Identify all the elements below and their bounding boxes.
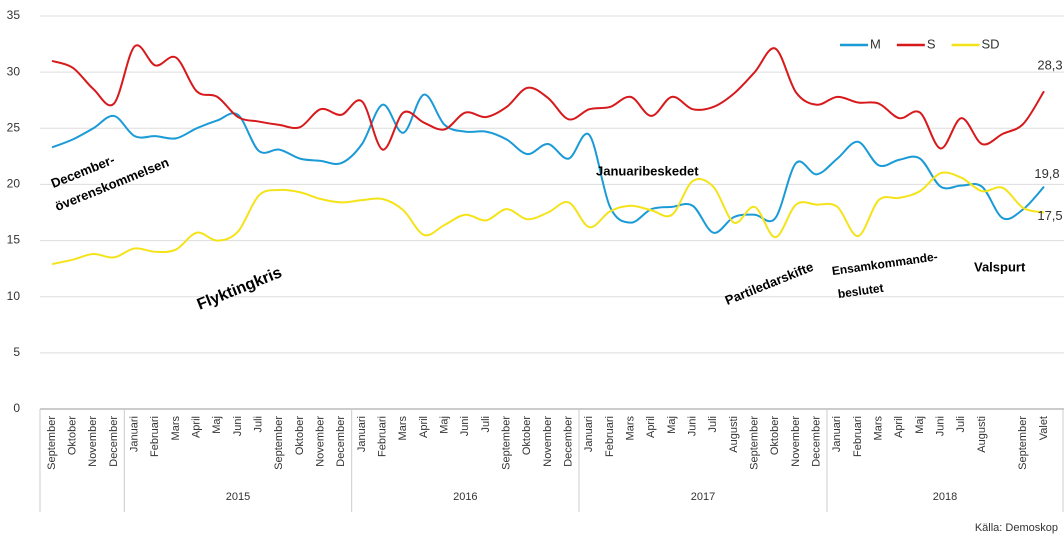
- x-tick-label: Januari: [583, 416, 595, 452]
- x-tick-label: Mars: [625, 416, 637, 441]
- x-tick-label: December: [335, 416, 347, 467]
- x-tick-label: Januari: [129, 416, 141, 452]
- x-tick-label: April: [645, 416, 657, 438]
- x-tick-label: Augusti: [976, 416, 988, 453]
- x-tick-label: Februari: [149, 416, 161, 457]
- x-tick-label: Maj: [666, 416, 678, 434]
- x-tick-label: Januari: [831, 416, 843, 452]
- x-tick-label: Februari: [604, 416, 616, 457]
- data-label: 28,3: [1037, 58, 1062, 73]
- series-line: [51, 44, 1045, 151]
- x-tick-label: Februari: [377, 416, 389, 457]
- x-tick-label: September: [1017, 416, 1029, 470]
- annotation: Januaribeskedet: [596, 163, 699, 178]
- x-tick-label: Mars: [873, 416, 885, 441]
- legend-label: SD: [982, 36, 1000, 51]
- x-tick-label: April: [418, 416, 430, 438]
- y-tick-label: 5: [13, 345, 20, 359]
- annotation: Valspurt: [974, 259, 1026, 274]
- x-tick-label: Februari: [852, 416, 864, 457]
- x-tick-label: Juli: [480, 416, 492, 433]
- x-tick-label: Oktober: [67, 416, 79, 455]
- x-tick-label: Maj: [914, 416, 926, 434]
- annotation: beslutet: [837, 281, 885, 301]
- annotation: Flyktingkris: [195, 264, 285, 313]
- x-tick-label: Juni: [687, 416, 699, 436]
- annotation: Partiledarskifte: [723, 259, 816, 308]
- x-tick-label: September: [46, 416, 58, 470]
- x-tick-label: Augusti: [728, 416, 740, 453]
- x-tick-label: Valet: [1038, 416, 1050, 440]
- data-label: 19,8: [1034, 166, 1059, 181]
- x-tick-label: Maj: [439, 416, 451, 434]
- year-label: 2015: [226, 491, 250, 503]
- x-tick-label: November: [790, 416, 802, 467]
- y-tick-label: 30: [7, 64, 21, 78]
- x-tick-label: December: [811, 416, 823, 467]
- x-tick-label: April: [191, 416, 203, 438]
- data-label: 17,5: [1037, 208, 1062, 223]
- x-tick-label: Juni: [459, 416, 471, 436]
- x-tick-label: Oktober: [769, 416, 781, 455]
- x-tick-label: November: [87, 416, 99, 467]
- x-tick-label: Mars: [397, 416, 409, 441]
- y-tick-label: 15: [7, 233, 21, 247]
- year-label: 2016: [453, 491, 477, 503]
- x-tick-label: November: [542, 416, 554, 467]
- x-tick-label: Juli: [253, 416, 265, 433]
- source: Källa: Demoskop: [975, 522, 1058, 534]
- y-tick-label: 35: [7, 8, 21, 22]
- x-tick-label: Oktober: [294, 416, 306, 455]
- x-tick-label: December: [563, 416, 575, 467]
- series-line: [51, 93, 1045, 234]
- x-tick-label: December: [108, 416, 120, 467]
- x-tick-label: Oktober: [521, 416, 533, 455]
- y-tick-label: 10: [7, 289, 21, 303]
- series-line: [51, 171, 1045, 266]
- y-tick-label: 20: [7, 177, 21, 191]
- year-label: 2017: [691, 491, 715, 503]
- annotation: Ensamkommande-: [831, 249, 939, 278]
- y-tick-label: 0: [13, 401, 20, 415]
- y-tick-label: 25: [7, 120, 21, 134]
- legend-label: S: [927, 36, 936, 51]
- x-tick-label: Mars: [170, 416, 182, 441]
- x-tick-label: Juli: [955, 416, 967, 433]
- year-label: 2018: [933, 491, 957, 503]
- x-tick-label: September: [501, 416, 513, 470]
- x-tick-label: September: [273, 416, 285, 470]
- x-tick-label: Maj: [211, 416, 223, 434]
- x-tick-label: Januari: [356, 416, 368, 452]
- x-tick-label: April: [893, 416, 905, 438]
- x-tick-label: November: [315, 416, 327, 467]
- x-tick-label: Juni: [935, 416, 947, 436]
- x-tick-label: September: [749, 416, 761, 470]
- legend-label: M: [870, 36, 881, 51]
- x-tick-label: Juli: [707, 416, 719, 433]
- x-tick-label: Juni: [232, 416, 244, 436]
